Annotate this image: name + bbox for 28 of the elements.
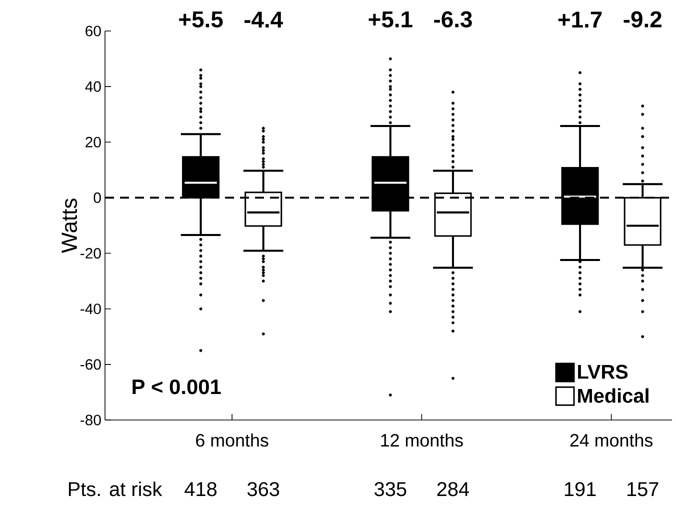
text: 335 [374, 482, 406, 496]
text: 418 [184, 482, 217, 496]
y-tick-label: 20 [86, 136, 101, 148]
text: 191 [564, 482, 596, 496]
text: 363 [247, 482, 280, 496]
y-tick-label: -20 [80, 248, 101, 259]
y-tick-label: 60 [86, 26, 101, 36]
y-tick-label: -80 [80, 414, 101, 426]
text: +5.1 [368, 11, 412, 28]
y-tick-label: -60 [80, 359, 101, 370]
text: Pts. at risk [68, 482, 162, 496]
y-tick-label: 40 [85, 81, 101, 92]
text: 284 [437, 482, 470, 496]
text: -9.2 [624, 11, 662, 28]
text: -6.3 [434, 11, 472, 28]
y-tick-label: 0 [94, 192, 101, 203]
text: 157 [628, 482, 658, 496]
text: +1.7 [558, 12, 602, 28]
x-tick-label: 6 months [196, 434, 268, 447]
legend-label: LVRS [578, 364, 628, 379]
x-tick-label: 12 months [381, 434, 463, 447]
text: +5.5 [179, 11, 223, 28]
x-tick-label: 24 months [570, 434, 653, 447]
y-tick-label: -40 [80, 304, 101, 314]
y-axis-title: Watts [62, 198, 78, 254]
annotation: P < 0.001 [132, 379, 221, 394]
text: -4.4 [244, 12, 283, 28]
legend-label: Medical [578, 388, 648, 403]
